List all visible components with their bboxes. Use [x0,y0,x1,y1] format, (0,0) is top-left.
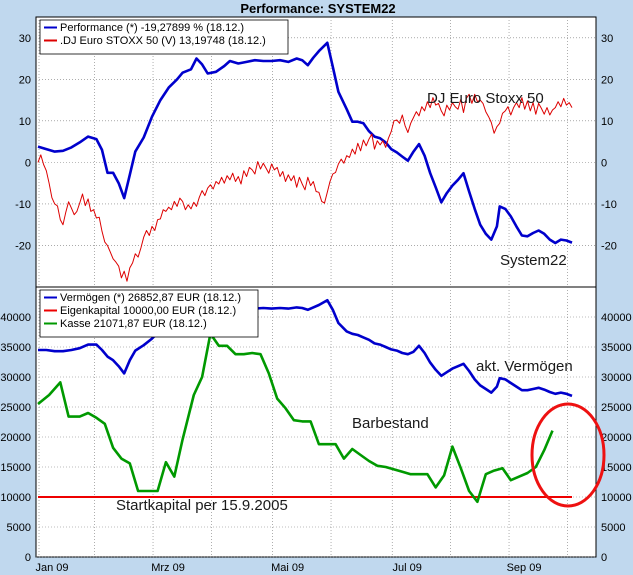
bottom-legend: Vermögen (*) 26852,87 EUR (18.12.)Eigenk… [39,289,259,338]
y-tick-label-left: 5000 [7,522,31,534]
y-tick-label-left: 0 [25,552,31,564]
y-tick-label-left: 0 [25,157,31,169]
y-tick-label-left: 30 [19,33,31,45]
bottom-series [37,298,573,504]
annotation-system22: System22 [500,252,567,269]
y-tick-label-right: 25000 [601,402,632,414]
y-tick-label-right: 15000 [601,462,632,474]
y-tick-label-left: 20000 [0,432,31,444]
y-tick-label-right: 10000 [601,492,632,504]
y-tick-label-left: 10 [19,116,31,128]
y-tick-label-left: 25000 [0,402,31,414]
x-tick-label: Jan 09 [35,562,68,574]
y-tick-label-right: 30000 [601,372,632,384]
y-tick-label-left: -10 [15,199,31,211]
bottom-annotations: akt. Vermögen Barbestand Startkapital pe… [116,358,573,514]
annotation-akt-vermoegen: akt. Vermögen [476,358,573,375]
y-tick-label-right: -20 [601,240,617,252]
x-tick-label: Mai 09 [271,562,304,574]
y-tick-label-right: 20 [601,74,613,86]
chart-title: Performance: SYSTEM22 [240,1,395,16]
legend-box [39,19,289,55]
y-tick-label-right: 0 [601,552,607,564]
y-tick-label-left: 20 [19,74,31,86]
y-tick-label-right: -10 [601,199,617,211]
y-tick-label-left: 35000 [0,342,31,354]
series-line-0 [37,41,573,245]
y-tick-label-left: 15000 [0,462,31,474]
x-tick-label: Sep 09 [507,562,542,574]
top-annotations: DJ Euro Stoxx 50 System22 [427,90,567,269]
bottom-panel: 0 0 5000 5000 10000 10000 15000 15000 20000 20000… [0,286,632,574]
y-tick-label-right: 35000 [601,342,632,354]
series-line-2 [37,332,554,504]
legend-entry: Performance (*) -19,27899 % (18.12.) [60,22,244,34]
top-series [37,41,573,282]
series-line-0 [38,298,573,398]
top-y-ticks: -20 -20 -10 -10 0 0 10 10 20 20 30 30 [15,33,617,253]
top-plot-area [35,16,597,288]
series-line-1 [37,93,573,282]
legend-entry: Vermögen (*) 26852,87 EUR (18.12.) [60,292,241,304]
top-legend: Performance (*) -19,27899 % (18.12.).DJ … [39,19,289,55]
annotation-barbestand: Barbestand [352,415,429,432]
y-tick-label-left: 30000 [0,372,31,384]
y-tick-label-right: 0 [601,157,607,169]
y-tick-label-left: 40000 [0,312,31,324]
y-tick-label-right: 5000 [601,522,625,534]
annotation-dj-euro-stoxx: DJ Euro Stoxx 50 [427,90,544,107]
y-tick-label-right: 40000 [601,312,632,324]
y-tick-label-left: -20 [15,240,31,252]
x-tick-label: Jul 09 [393,562,422,574]
highlight-ellipse [530,402,606,508]
legend-box [39,289,259,338]
legend-entry: Kasse 21071,87 EUR (18.12.) [60,318,207,330]
legend-entry: .DJ Euro STOXX 50 (V) 13,19748 (18.12.) [60,35,266,47]
x-ticks: Jan 09 Mrz 09 Mai 09 Jul 09 Sep 09 [35,562,541,574]
y-tick-label-right: 10 [601,116,613,128]
annotation-startkapital: Startkapital per 15.9.2005 [116,497,288,514]
top-panel: -20 -20 -10 -10 0 0 10 10 20 20 30 30 Performance (… [15,16,617,288]
y-tick-label-left: 10000 [0,492,31,504]
y-tick-label-right: 20000 [601,432,632,444]
bottom-y-ticks: 0 0 5000 5000 10000 10000 15000 15000 20000 20000… [0,312,631,564]
x-tick-label: Mrz 09 [151,562,185,574]
legend-entry: Eigenkapital 10000,00 EUR (18.12.) [60,305,236,317]
y-tick-label-right: 30 [601,33,613,45]
